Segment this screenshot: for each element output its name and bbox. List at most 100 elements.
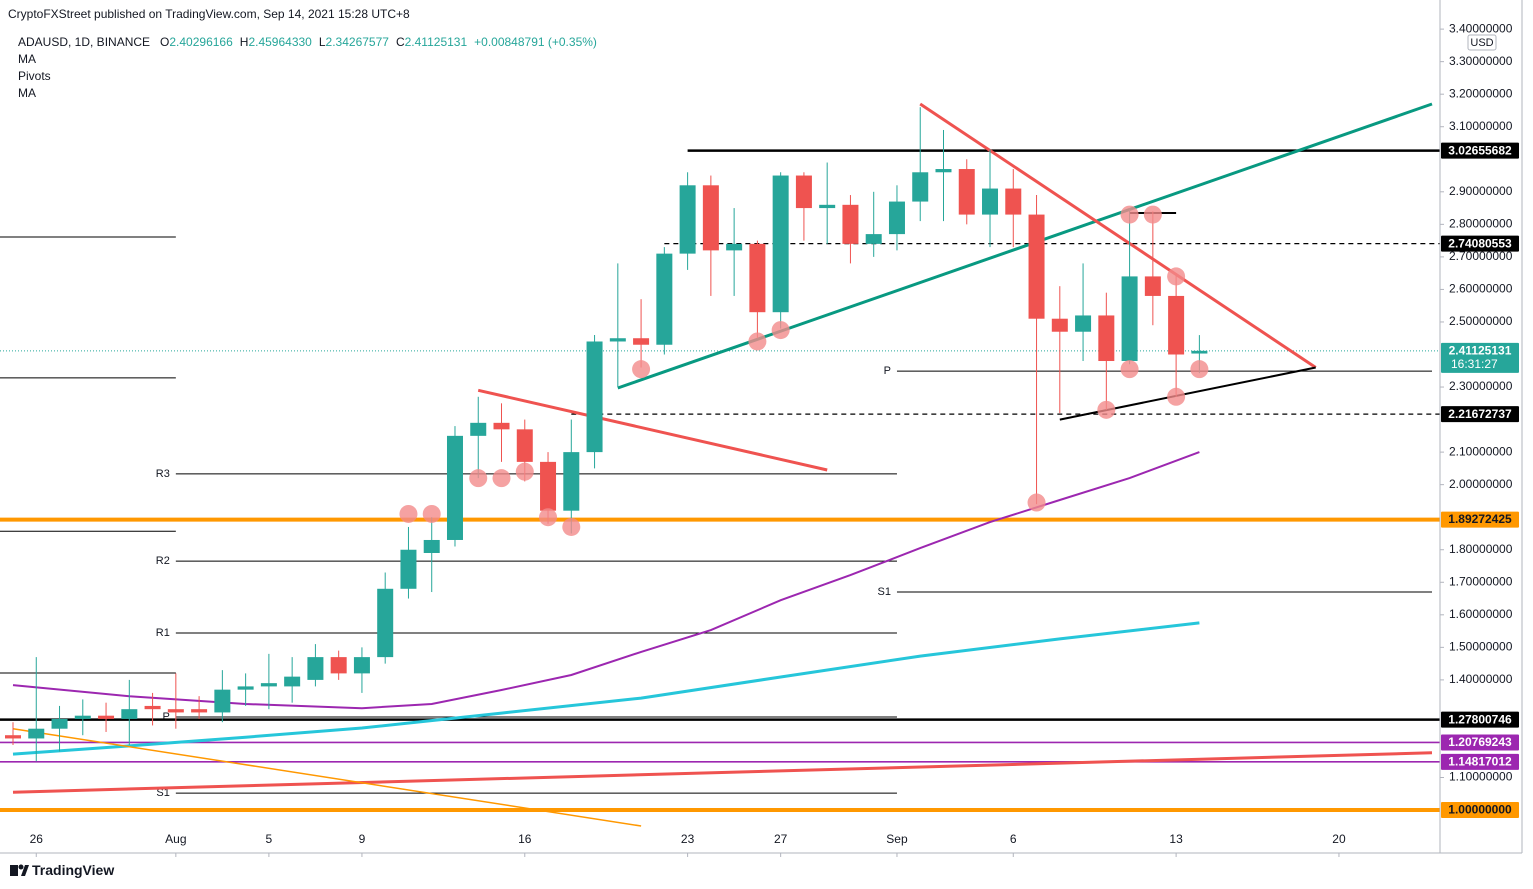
y-tick-label: 2.10000000	[1449, 444, 1513, 458]
marker	[632, 360, 651, 379]
candle-body	[609, 338, 626, 342]
candle-body	[1051, 318, 1068, 332]
candle-body	[656, 253, 673, 345]
candle-body	[888, 201, 905, 235]
candle-body	[633, 338, 650, 345]
pivot-label: R3	[156, 468, 170, 480]
level-label: 2.21672737	[1448, 407, 1512, 421]
trendline	[477, 388, 828, 472]
countdown: 16:31:27	[1451, 357, 1498, 371]
candle-body	[1005, 188, 1022, 215]
candle-body	[702, 185, 719, 251]
y-tick-label: 2.70000000	[1449, 249, 1513, 263]
level-label-box	[1441, 511, 1519, 528]
marker	[469, 469, 488, 488]
field-label: O	[160, 35, 170, 49]
candle-body	[191, 709, 208, 713]
candle-body	[307, 657, 324, 680]
candle-body	[749, 243, 766, 313]
candle-body	[516, 429, 533, 462]
candle-body	[423, 539, 440, 553]
level-label: 2.41125131	[1449, 344, 1512, 358]
y-tick-label: 2.80000000	[1449, 217, 1513, 231]
pivot-label: P	[162, 711, 169, 723]
change: +0.00848791 (+0.35%)	[474, 35, 597, 49]
candle-body	[772, 175, 789, 313]
marker	[748, 332, 767, 351]
x-tick-label: 23	[681, 832, 695, 846]
legend: ADAUSD, 1D, BINANCE O2.40296166 H2.4596433…	[18, 35, 604, 49]
level-label: 1.14817012	[1448, 755, 1512, 769]
marker	[1027, 493, 1046, 512]
y-tick-label: 3.10000000	[1449, 119, 1513, 133]
x-tick-label: 13	[1169, 832, 1183, 846]
pivot-label: R1	[156, 627, 170, 639]
candle-body	[51, 718, 68, 729]
candle-body	[5, 735, 21, 739]
logo	[10, 864, 29, 876]
candle-body	[912, 172, 929, 202]
pane: R3 R2 R1 P S1 P S1	[0, 102, 1440, 827]
y-tick-label: 2.60000000	[1449, 282, 1513, 296]
y-tick-label: 1.70000000	[1449, 574, 1513, 588]
marker	[562, 517, 581, 536]
candle-body	[1144, 276, 1161, 296]
level-label-box	[1441, 711, 1519, 728]
y-tick-label: 1.50000000	[1449, 640, 1513, 654]
candle-body	[982, 188, 999, 215]
marker	[1167, 267, 1186, 286]
level-label: 3.02655682	[1448, 143, 1512, 157]
y-tick-label: 1.40000000	[1449, 672, 1513, 686]
level-label-box	[1441, 753, 1519, 770]
logo-shape	[10, 865, 18, 876]
trendline	[12, 751, 1433, 794]
candle-body	[214, 689, 231, 713]
candle-body	[260, 683, 277, 687]
candle-body	[1098, 315, 1115, 362]
moving-average	[12, 451, 1200, 710]
axes: USD 3.40000000 3.30000000 3.20000000 3.1000…	[0, 0, 1523, 857]
field-value: 2.45964330	[248, 35, 312, 49]
indicator: MA	[18, 52, 36, 66]
currency-box	[1467, 34, 1497, 51]
x-tick-label: 5	[266, 832, 273, 846]
currency: USD	[1470, 37, 1493, 49]
candle-body	[330, 657, 347, 674]
candle-body	[865, 234, 882, 244]
y-tick-label: 1.60000000	[1449, 607, 1513, 621]
marker	[492, 469, 511, 488]
x-tick-label: 16	[518, 832, 532, 846]
field-label: H	[239, 35, 249, 49]
level-label: 1.89272425	[1448, 512, 1512, 526]
indicator: Pivots	[18, 69, 51, 83]
x-tick-label: 27	[774, 832, 788, 846]
candle-body	[493, 422, 510, 430]
y-tick-label: 1.80000000	[1449, 542, 1513, 556]
pivot-label: S1	[156, 787, 169, 799]
candle-body	[586, 341, 603, 453]
candle-body	[237, 686, 254, 690]
y-tick-label: 2.30000000	[1449, 379, 1513, 393]
pivot-label: R2	[156, 555, 170, 567]
x-tick-label: 20	[1332, 832, 1346, 846]
candle-body	[958, 169, 975, 215]
candle-body	[470, 422, 487, 436]
marker	[399, 504, 418, 523]
field-label: C	[395, 35, 405, 49]
field-value: 2.34267577	[325, 35, 389, 49]
level-label-box	[1441, 142, 1519, 159]
candle-body	[167, 709, 184, 713]
marker	[1190, 360, 1209, 379]
y-tick-label: 2.50000000	[1449, 314, 1513, 328]
candle-body	[563, 452, 580, 511]
candle-body	[842, 204, 859, 244]
candle-body	[353, 657, 370, 674]
level-label: 1.27800746	[1448, 712, 1512, 726]
pivot-label: S1	[877, 586, 890, 598]
y-tick-label: 3.30000000	[1449, 54, 1513, 68]
x-tick-label: Sep	[886, 832, 908, 846]
candle-body	[795, 175, 812, 209]
field-value: 2.40296166	[169, 35, 233, 49]
field-label: L	[318, 35, 326, 49]
